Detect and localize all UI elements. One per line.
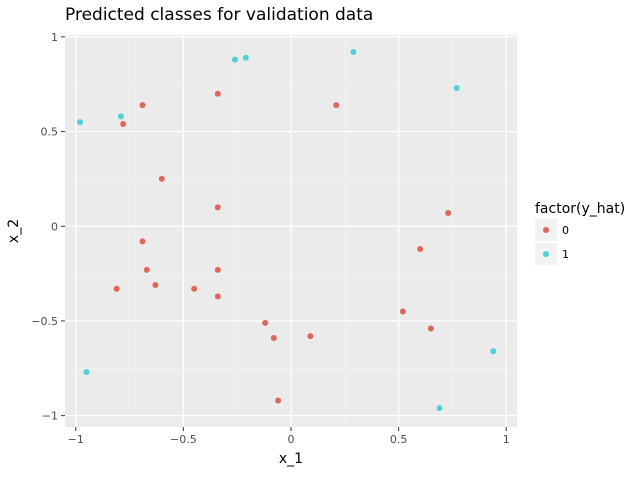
y-tick-label: 0.5 xyxy=(41,126,59,139)
data-point-class-0 xyxy=(270,334,277,341)
y-tick-label: −1 xyxy=(42,410,58,423)
x-axis-ticks: −1 −0.5 0 0.5 1 xyxy=(68,427,510,446)
y-axis-ticks: −1 −0.5 0 0.5 1 xyxy=(31,31,65,423)
data-point-class-0 xyxy=(191,285,198,292)
data-point-class-0 xyxy=(113,285,120,292)
data-point-class-1 xyxy=(232,56,239,63)
data-point-class-0 xyxy=(139,238,146,245)
legend-marker-1 xyxy=(543,251,549,257)
data-point-class-1 xyxy=(83,369,90,376)
x-tick-label: 0.5 xyxy=(390,433,408,446)
major-gridlines xyxy=(65,35,517,427)
y-axis-title: x_2 xyxy=(6,219,22,243)
legend: factor(y_hat) 0 1 xyxy=(535,201,625,265)
y-tick-label: −0.5 xyxy=(31,315,58,328)
x-tick-label: −0.5 xyxy=(170,433,197,446)
chart-title: Predicted classes for validation data xyxy=(65,5,373,25)
data-point-class-0 xyxy=(445,210,452,217)
data-point-class-0 xyxy=(139,102,146,109)
data-point-class-1 xyxy=(77,119,84,126)
data-point-class-1 xyxy=(453,85,460,92)
y-tick-label: 0 xyxy=(51,220,58,233)
data-point-class-1 xyxy=(490,348,497,355)
data-point-class-0 xyxy=(214,266,221,273)
data-point-class-0 xyxy=(262,319,269,326)
data-points xyxy=(77,49,497,412)
data-point-class-1 xyxy=(117,113,124,120)
data-point-class-0 xyxy=(143,266,150,273)
data-point-class-0 xyxy=(427,325,434,332)
legend-label-1: 1 xyxy=(562,248,569,261)
data-point-class-0 xyxy=(333,102,340,109)
data-point-class-0 xyxy=(214,90,221,97)
data-point-class-1 xyxy=(350,49,357,56)
data-point-class-0 xyxy=(214,204,221,211)
data-point-class-0 xyxy=(275,397,282,404)
data-point-class-0 xyxy=(158,175,165,182)
x-tick-label: 1 xyxy=(503,433,510,446)
legend-marker-0 xyxy=(543,227,549,233)
x-axis-title: x_1 xyxy=(279,451,303,467)
data-point-class-0 xyxy=(214,293,221,300)
data-point-class-0 xyxy=(399,308,406,315)
data-point-class-1 xyxy=(242,54,249,61)
legend-label-0: 0 xyxy=(562,224,569,237)
data-point-class-1 xyxy=(436,405,443,412)
data-point-class-0 xyxy=(152,281,159,288)
y-tick-label: 1 xyxy=(51,31,58,44)
x-tick-label: −1 xyxy=(68,433,84,446)
data-point-class-0 xyxy=(120,121,127,128)
data-point-class-0 xyxy=(307,333,314,340)
x-tick-label: 0 xyxy=(288,433,295,446)
legend-title: factor(y_hat) xyxy=(535,201,625,217)
data-point-class-0 xyxy=(417,245,424,252)
